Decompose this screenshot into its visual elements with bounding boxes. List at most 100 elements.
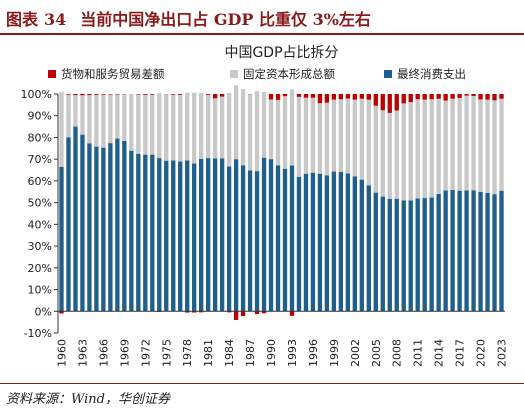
bar-segment <box>303 97 309 174</box>
bar-segment <box>199 158 204 312</box>
bar-segment <box>87 95 92 144</box>
bar-segment <box>59 166 64 312</box>
bar-segment <box>310 172 316 312</box>
bar-segment <box>122 94 127 141</box>
bar-segment <box>436 94 441 99</box>
bar-segment <box>240 89 246 166</box>
bar-segment <box>296 176 302 312</box>
bar-segment <box>233 159 239 312</box>
bar-segment <box>171 160 176 312</box>
bar-segment <box>101 94 106 95</box>
bar-segment <box>261 311 267 314</box>
bar-segment <box>478 94 483 100</box>
y-tick-label: 20% <box>28 262 52 275</box>
bar-segment <box>366 185 371 312</box>
figure-caption-text: 当前中国净出口占 GDP 比重仅 3%左右 <box>80 10 371 29</box>
bar-segment <box>359 94 364 99</box>
bar-segment <box>150 154 155 312</box>
x-tick-label: 2017 <box>454 339 467 367</box>
bar-segment <box>275 99 281 166</box>
bar-segment <box>205 94 211 159</box>
bar-segment <box>73 126 78 312</box>
bar-segment <box>80 95 85 135</box>
bar-segment <box>422 94 427 100</box>
bar-segment <box>422 198 427 312</box>
bar-segment <box>478 191 483 312</box>
bar-segment <box>143 94 148 95</box>
bar-segment <box>415 99 420 199</box>
bar-segment <box>394 198 399 312</box>
bar-segment <box>80 134 85 312</box>
legend-label: 最终消费支出 <box>397 67 466 81</box>
bar-segment <box>345 94 351 99</box>
bar-segment <box>157 158 162 312</box>
x-tick-label: 1972 <box>139 339 152 367</box>
bar-segment <box>178 94 183 162</box>
bar-segment <box>443 190 448 312</box>
bar-segment <box>457 97 462 191</box>
bar-segment <box>450 190 455 312</box>
bar-segment <box>499 98 504 191</box>
bar-segment <box>282 96 288 169</box>
bar-segment <box>289 89 295 166</box>
bar-segment <box>143 94 148 155</box>
y-tick-label: 90% <box>28 110 52 123</box>
bar-segment <box>212 98 218 159</box>
bar-segment <box>408 200 413 312</box>
bar-segment <box>338 172 344 312</box>
bar-segment <box>150 94 155 155</box>
bar-segment <box>282 168 288 312</box>
bar-segment <box>345 98 351 174</box>
bar-segment <box>59 91 64 167</box>
bar-segment <box>464 190 469 312</box>
bar-segment <box>464 94 469 96</box>
bar-segment <box>94 94 99 147</box>
bar-segment <box>268 99 274 160</box>
bar-segment <box>143 154 148 312</box>
bar-segment <box>129 94 134 151</box>
bar-segment <box>268 94 274 100</box>
bar-segment <box>415 198 420 312</box>
bar-segment <box>401 200 406 312</box>
y-tick-label: 80% <box>28 131 52 144</box>
y-tick-label: 30% <box>28 240 52 253</box>
bar-segment <box>408 94 413 103</box>
bar-segment <box>115 94 120 139</box>
bar-segment <box>317 173 323 312</box>
bar-segment <box>352 99 358 177</box>
bar-segment <box>485 94 490 100</box>
legend-label: 货物和服务贸易差额 <box>61 67 165 81</box>
bar-segment <box>338 94 344 100</box>
bar-segment <box>457 190 462 312</box>
x-tick-label: 1990 <box>265 339 278 367</box>
bar-segment <box>373 105 378 193</box>
bar-segment <box>429 99 434 198</box>
bar-segment <box>73 94 78 96</box>
x-tick-label: 1969 <box>118 339 131 367</box>
figure-number: 34 <box>44 10 67 29</box>
bar-segment <box>436 193 441 312</box>
bar-segment <box>101 147 106 312</box>
bar-segment <box>464 95 469 191</box>
bar-segment <box>171 94 176 95</box>
y-tick-label: -10% <box>24 327 52 340</box>
x-tick-label: 1993 <box>286 339 299 367</box>
bar-segment <box>471 94 476 96</box>
bar-segment <box>101 94 106 148</box>
bar-segment <box>387 112 392 199</box>
bar-segment <box>401 94 406 104</box>
bar-segment <box>436 98 441 194</box>
bar-segment <box>352 176 358 312</box>
bar-segment <box>171 94 176 161</box>
bar-segment <box>380 94 385 111</box>
x-tick-label: 2005 <box>370 339 383 367</box>
bar-segment <box>199 311 204 313</box>
bar-segment <box>192 163 197 312</box>
bar-segment <box>492 100 497 195</box>
bar-segment <box>324 94 330 103</box>
bar-segment <box>108 143 113 312</box>
bar-segment <box>212 158 218 312</box>
chart-title: 中国GDP占比拆分 <box>224 45 338 61</box>
x-tick-label: 2002 <box>349 339 362 367</box>
bar-segment <box>324 175 330 312</box>
